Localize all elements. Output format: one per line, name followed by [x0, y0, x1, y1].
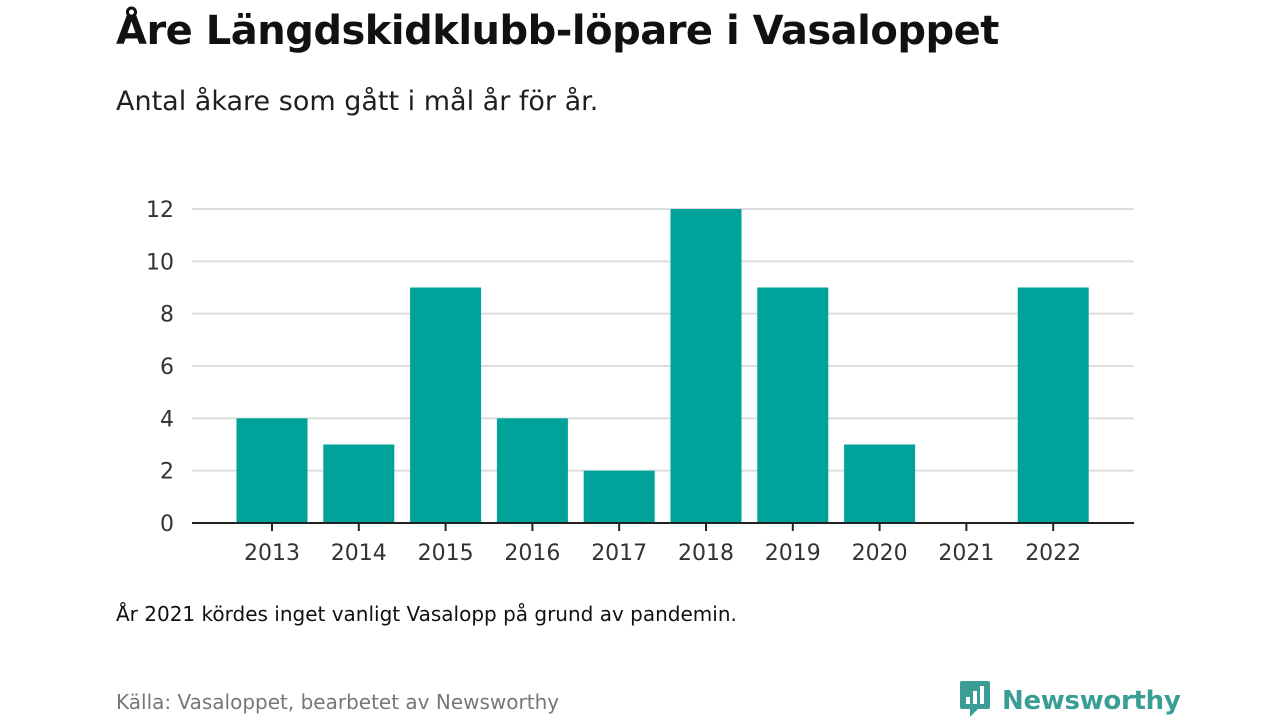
chart-title: Åre Längdskidklubb-löpare i Vasaloppet: [116, 8, 999, 54]
y-tick-label: 4: [160, 407, 174, 432]
chart-subtitle: Antal åkare som gått i mål år för år.: [116, 86, 599, 117]
x-tick-label: 2022: [1025, 541, 1081, 566]
bar-2015[interactable]: [410, 287, 482, 524]
x-tick-label: 2021: [938, 541, 994, 566]
source-text: Källa: Vasaloppet, bearbetet av Newswort…: [116, 690, 560, 714]
bars: [236, 209, 1089, 524]
x-tick-label: 2018: [678, 541, 734, 566]
bar-2018[interactable]: [670, 209, 742, 523]
x-tick-label: 2014: [331, 541, 387, 566]
y-tick-label: 10: [146, 250, 174, 275]
y-tick-label: 6: [160, 355, 174, 380]
bar-2016[interactable]: [496, 418, 568, 523]
newsworthy-logo-icon: [958, 679, 992, 723]
y-tick-label: 8: [160, 303, 174, 328]
bar-2020[interactable]: [844, 444, 916, 524]
bar-2022[interactable]: [1017, 287, 1089, 524]
x-tick-label: 2017: [591, 541, 647, 566]
grid-lines: [192, 208, 1134, 472]
y-tick-label: 0: [160, 512, 174, 537]
bar-2013[interactable]: [236, 418, 308, 523]
bar-2017[interactable]: [583, 470, 655, 523]
brand-name: Newsworthy: [1002, 686, 1181, 716]
x-tick-label: 2020: [852, 541, 908, 566]
y-tick-label: 2: [160, 460, 174, 485]
brand-logo[interactable]: Newsworthy: [958, 679, 1181, 723]
bar-2019[interactable]: [757, 287, 829, 524]
y-tick-label: 12: [146, 198, 174, 223]
footnote: År 2021 kördes inget vanligt Vasalopp på…: [116, 602, 737, 626]
x-tick-label: 2016: [504, 541, 560, 566]
x-tick-label: 2015: [418, 541, 474, 566]
x-tick-label: 2013: [244, 541, 300, 566]
x-axis-ticks: 2013 2014 2015 2016 2017 2018 2019 2020 2021 2022: [244, 523, 1081, 566]
y-axis-ticks: 0 2 4 6 8 10 12: [146, 198, 174, 537]
x-tick-label: 2019: [765, 541, 821, 566]
bar-2014[interactable]: [323, 444, 395, 524]
